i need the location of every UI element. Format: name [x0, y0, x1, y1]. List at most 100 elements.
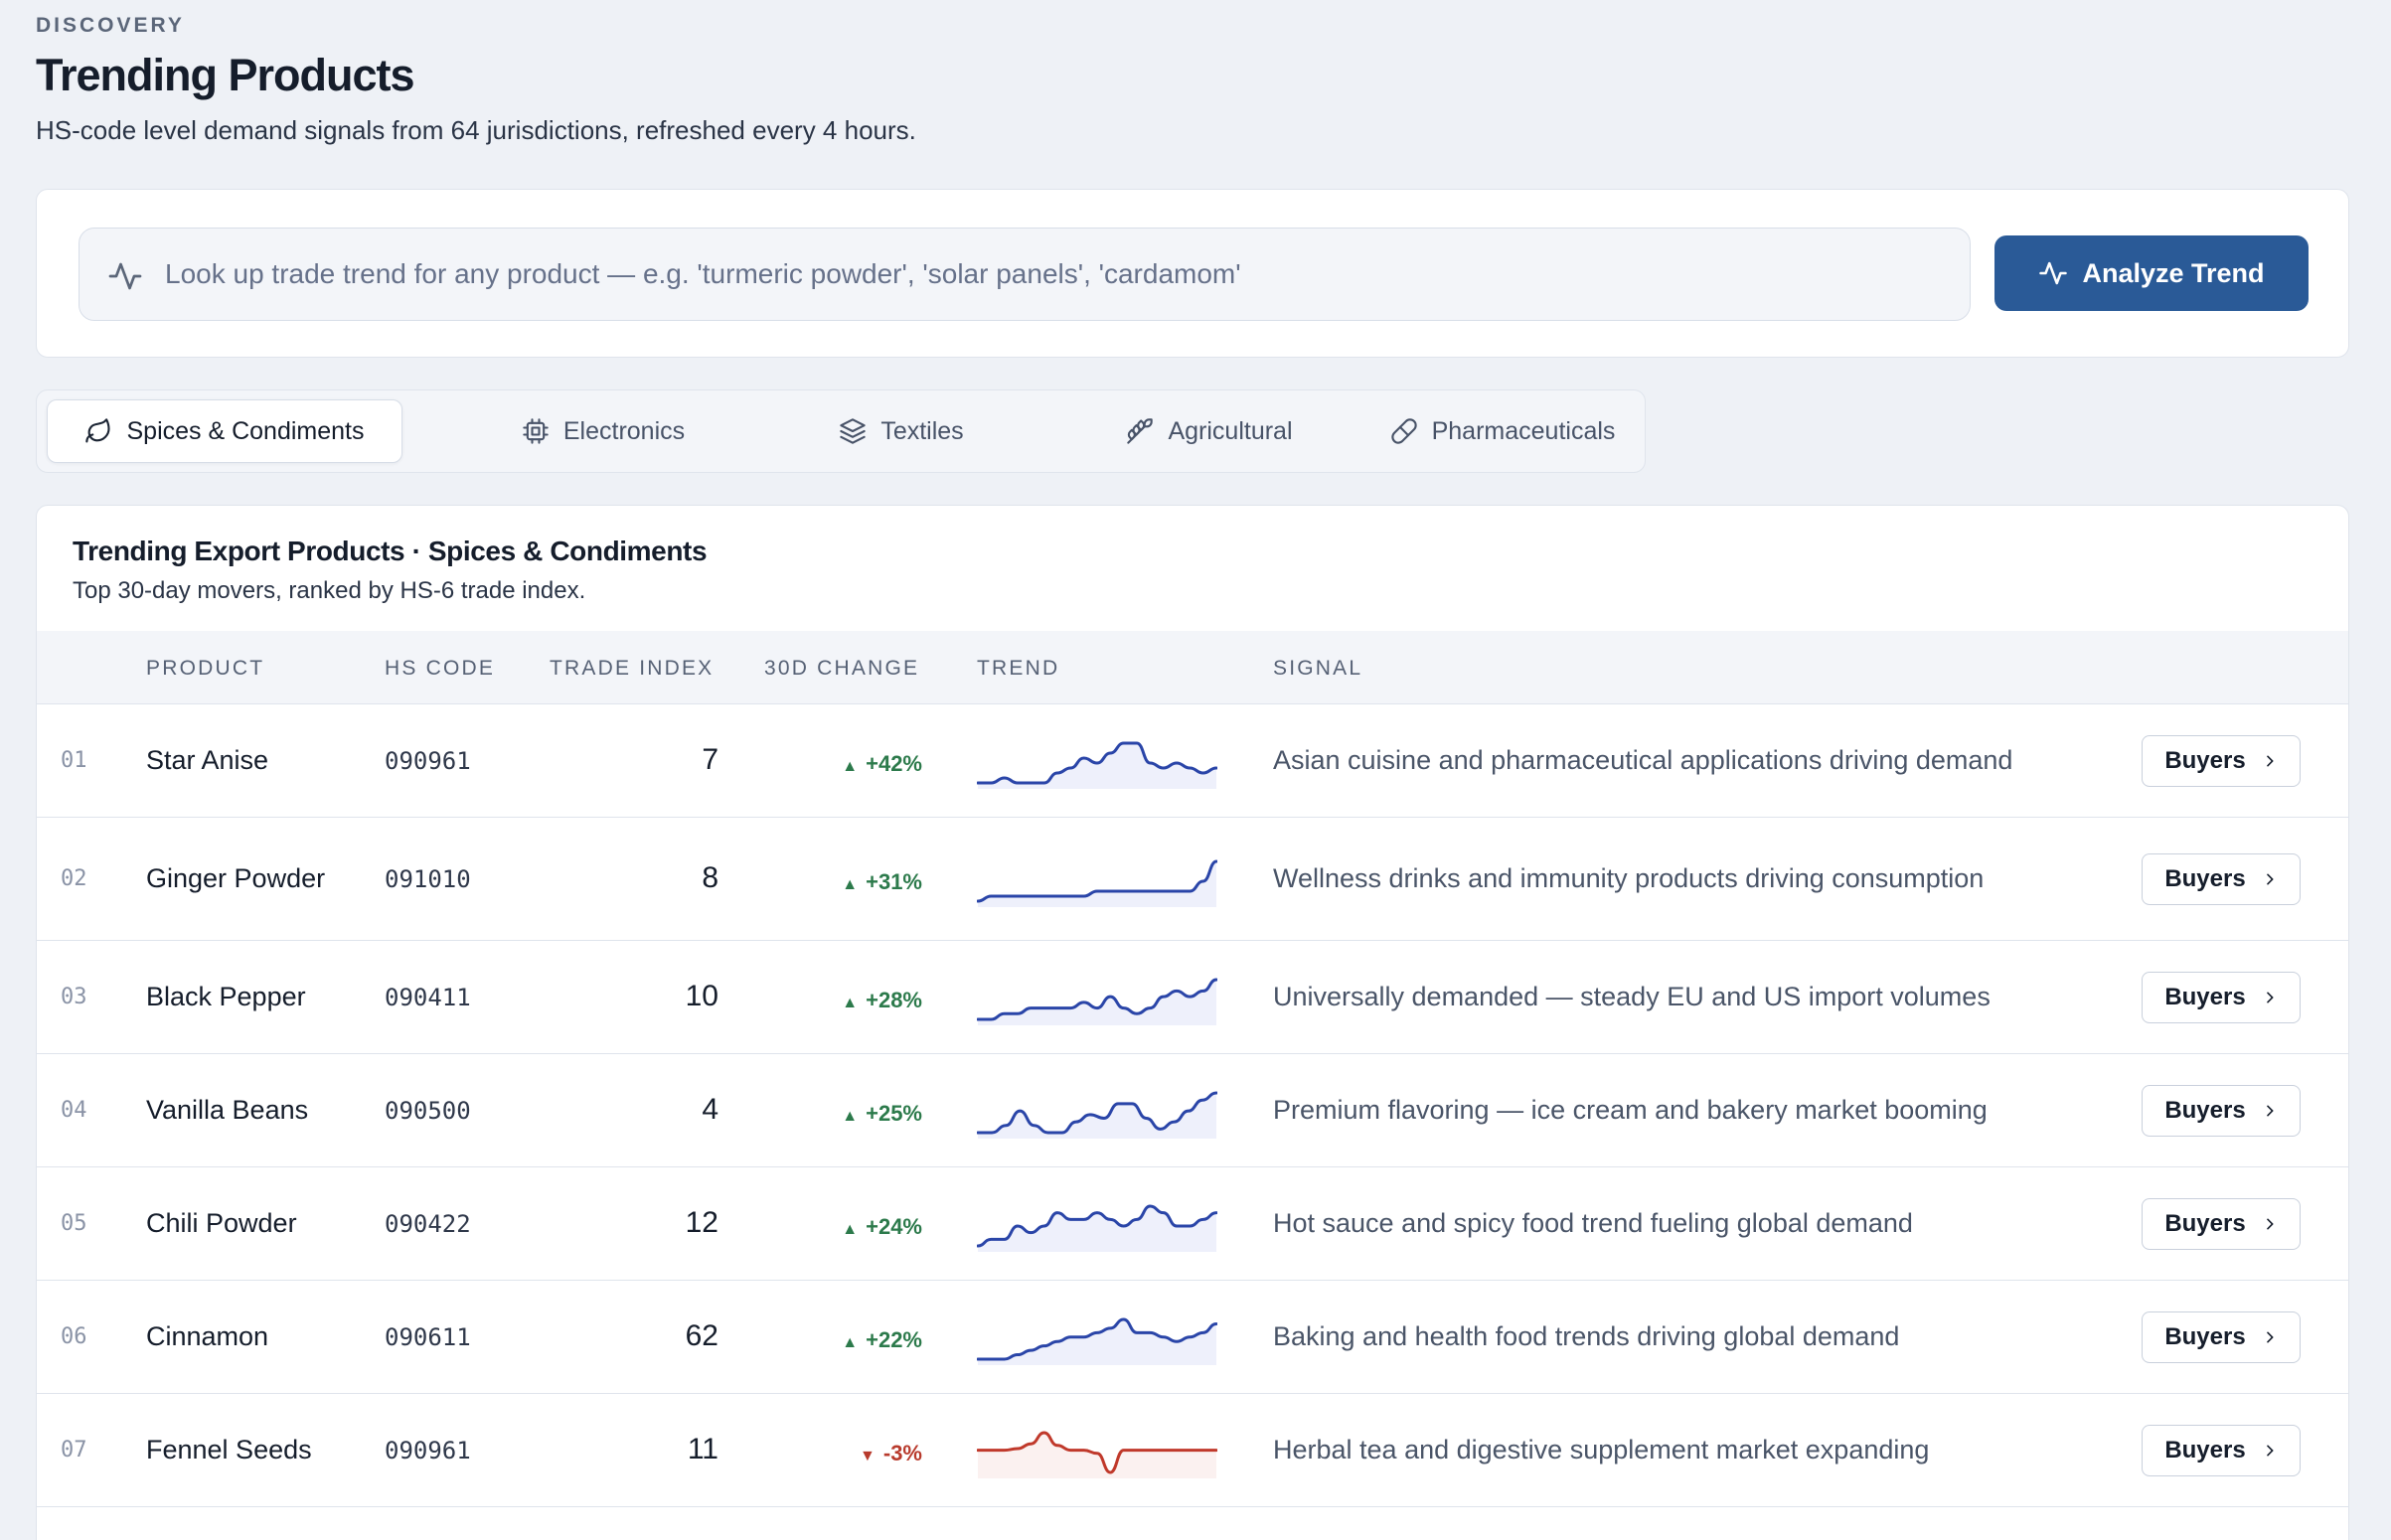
buyers-label: Buyers	[2164, 984, 2246, 1010]
product-name: Vanilla Beans	[146, 1095, 309, 1125]
buyers-label: Buyers	[2164, 1210, 2246, 1237]
trend-sparkline	[977, 978, 1217, 1025]
change-value: +31%	[866, 869, 922, 894]
hs-code: 090411	[385, 984, 471, 1011]
category-tabs: Spices & Condiments Electronics Textiles	[36, 389, 1646, 473]
buyers-button[interactable]: Buyers	[2142, 972, 2301, 1023]
analyze-trend-button[interactable]: Analyze Trend	[1994, 235, 2309, 311]
table-row[interactable]: 05 Chili Powder 090422 12 ▲ +24% Hot sauce and…	[37, 1167, 2348, 1281]
chevron-right-icon	[2266, 1105, 2274, 1117]
column-header-trade-index[interactable]: TRADE INDEX	[550, 657, 715, 680]
row-rank: 06	[61, 1324, 87, 1349]
table-subtitle: Top 30-day movers, ranked by HS-6 trade …	[73, 577, 586, 604]
triangle-up-icon: ▲	[842, 995, 859, 1011]
triangle-up-icon: ▲	[842, 758, 859, 775]
change-value: -3%	[882, 1441, 922, 1465]
leaf-icon	[85, 418, 111, 443]
tab-electronics[interactable]: Electronics	[464, 399, 742, 463]
search-placeholder: Look up trade trend for any product — e.…	[165, 258, 1241, 289]
triangle-up-icon: ▲	[842, 1334, 859, 1351]
change-percent: ▲ +31%	[842, 869, 922, 895]
change-value: +24%	[866, 1214, 922, 1239]
sparkline-line	[977, 741, 1217, 785]
buyers-button[interactable]: Buyers	[2142, 1311, 2301, 1363]
product-name: Star Anise	[146, 745, 269, 775]
chevron-right-icon	[2266, 1445, 2274, 1457]
chevron-right-icon	[2266, 1218, 2274, 1230]
trade-index: 7	[702, 743, 718, 776]
row-rank: 04	[61, 1098, 87, 1123]
triangle-down-icon: ▼	[860, 1448, 876, 1464]
column-header-signal: SIGNAL	[1273, 657, 1363, 680]
section-eyebrow: DISCOVERY	[36, 14, 185, 37]
tab-textiles[interactable]: Textiles	[762, 399, 1040, 463]
column-header-trend: TREND	[977, 657, 1060, 680]
pill-icon	[1390, 418, 1417, 444]
triangle-up-icon: ▲	[842, 876, 859, 893]
signal-text: Premium flavoring — ice cream and bakery…	[1273, 1095, 1988, 1125]
sparkline-area	[978, 743, 1216, 789]
sparkline-area	[978, 861, 1216, 907]
table-row[interactable]: 07 Fennel Seeds 090961 11 ▼ -3% Herbal tea and…	[37, 1394, 2348, 1507]
change-percent: ▲ +28%	[842, 988, 922, 1013]
change-value: +42%	[866, 751, 922, 776]
change-percent: ▲ +24%	[842, 1214, 922, 1240]
trend-sparkline	[977, 1431, 1217, 1478]
hs-code: 090961	[385, 1437, 471, 1464]
search-input[interactable]: Look up trade trend for any product — e.…	[79, 228, 1971, 321]
sparkline-line	[977, 1317, 1217, 1361]
trend-sparkline	[977, 859, 1217, 907]
buyers-button[interactable]: Buyers	[2142, 735, 2301, 787]
signal-text: Universally demanded — steady EU and US …	[1273, 982, 1991, 1011]
sparkline-line	[977, 859, 1217, 903]
buyers-label: Buyers	[2164, 1437, 2246, 1463]
trade-index: 62	[685, 1319, 718, 1352]
trade-index: 12	[685, 1206, 718, 1239]
buyers-button[interactable]: Buyers	[2142, 1425, 2301, 1476]
column-header-30d-change[interactable]: 30D CHANGE	[764, 657, 920, 680]
table-row[interactable]: 04 Vanilla Beans 090500 4 ▲ +25% Premium flavo…	[37, 1054, 2348, 1167]
trending-products-table: Trending Export Products · Spices & Cond…	[36, 505, 2349, 1540]
buyers-button[interactable]: Buyers	[2142, 853, 2301, 905]
table-title: Trending Export Products · Spices & Cond…	[73, 536, 708, 566]
sparkline-area	[978, 1206, 1216, 1252]
chevron-right-icon	[2266, 755, 2274, 767]
change-percent: ▲ +25%	[842, 1101, 922, 1127]
change-value: +25%	[866, 1101, 922, 1126]
change-percent: ▼ -3%	[860, 1441, 922, 1466]
column-header-hs-code[interactable]: HS CODE	[385, 657, 496, 680]
buyers-button[interactable]: Buyers	[2142, 1085, 2301, 1137]
sparkline-area	[978, 1433, 1216, 1478]
table-header: PRODUCT HS CODE TRADE INDEX 30D CHANGE T…	[37, 631, 2348, 704]
chevron-right-icon	[2266, 1331, 2274, 1343]
activity-icon	[2039, 261, 2068, 285]
table-row[interactable]: 02 Ginger Powder 091010 8 ▲ +31% Wellness drin…	[37, 818, 2348, 941]
tab-label: Pharmaceuticals	[1431, 416, 1616, 445]
trade-index: 11	[687, 1433, 718, 1465]
column-header-product[interactable]: PRODUCT	[146, 657, 265, 680]
activity-icon	[108, 262, 142, 290]
table-row[interactable]: 01 Star Anise 090961 7 ▲ +42% Asian cuisine an…	[37, 704, 2348, 818]
table-row[interactable]: 06 Cinnamon 090611 62 ▲ +22% Baking and health…	[37, 1281, 2348, 1394]
row-rank: 01	[61, 748, 87, 773]
page-title: Trending Products	[36, 50, 415, 100]
tab-spices-condiments[interactable]: Spices & Condiments	[47, 399, 402, 463]
product-name: Cinnamon	[146, 1321, 269, 1351]
wheat-icon	[1127, 418, 1154, 444]
tab-agricultural[interactable]: Agricultural	[1060, 399, 1358, 463]
sparkline-area	[978, 1319, 1216, 1365]
change-value: +22%	[866, 1327, 922, 1352]
tab-pharmaceuticals[interactable]: Pharmaceuticals	[1358, 399, 1647, 463]
product-name: Black Pepper	[146, 982, 306, 1011]
change-percent: ▲ +42%	[842, 751, 922, 777]
tab-label: Agricultural	[1168, 416, 1293, 445]
trend-sparkline	[977, 741, 1217, 789]
row-rank: 05	[61, 1211, 87, 1236]
buyers-button[interactable]: Buyers	[2142, 1198, 2301, 1250]
product-name: Ginger Powder	[146, 863, 326, 893]
row-rank: 03	[61, 985, 87, 1009]
search-card: Look up trade trend for any product — e.…	[36, 189, 2349, 358]
table-row[interactable]: 03 Black Pepper 090411 10 ▲ +28% Universally d…	[37, 941, 2348, 1054]
signal-text: Asian cuisine and pharmaceutical applica…	[1273, 745, 2013, 775]
sparkline-line	[977, 978, 1217, 1021]
